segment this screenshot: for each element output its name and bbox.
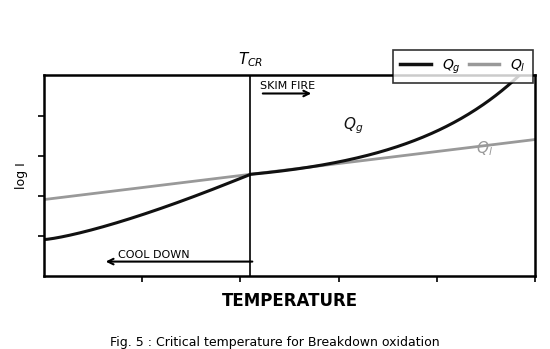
Legend: $Q_g$, $Q_l$: $Q_g$, $Q_l$ <box>393 50 533 83</box>
X-axis label: TEMPERATURE: TEMPERATURE <box>222 291 358 310</box>
Text: SKIM FIRE: SKIM FIRE <box>260 82 315 91</box>
Text: $T_{CR}$: $T_{CR}$ <box>238 51 263 69</box>
Y-axis label: log I: log I <box>15 162 28 189</box>
Text: $Q_l$: $Q_l$ <box>476 140 493 158</box>
Text: $Q_g$: $Q_g$ <box>344 116 364 136</box>
Text: COOL DOWN: COOL DOWN <box>118 250 189 260</box>
Text: Fig. 5 : Critical temperature for Breakdown oxidation: Fig. 5 : Critical temperature for Breakd… <box>110 335 440 349</box>
